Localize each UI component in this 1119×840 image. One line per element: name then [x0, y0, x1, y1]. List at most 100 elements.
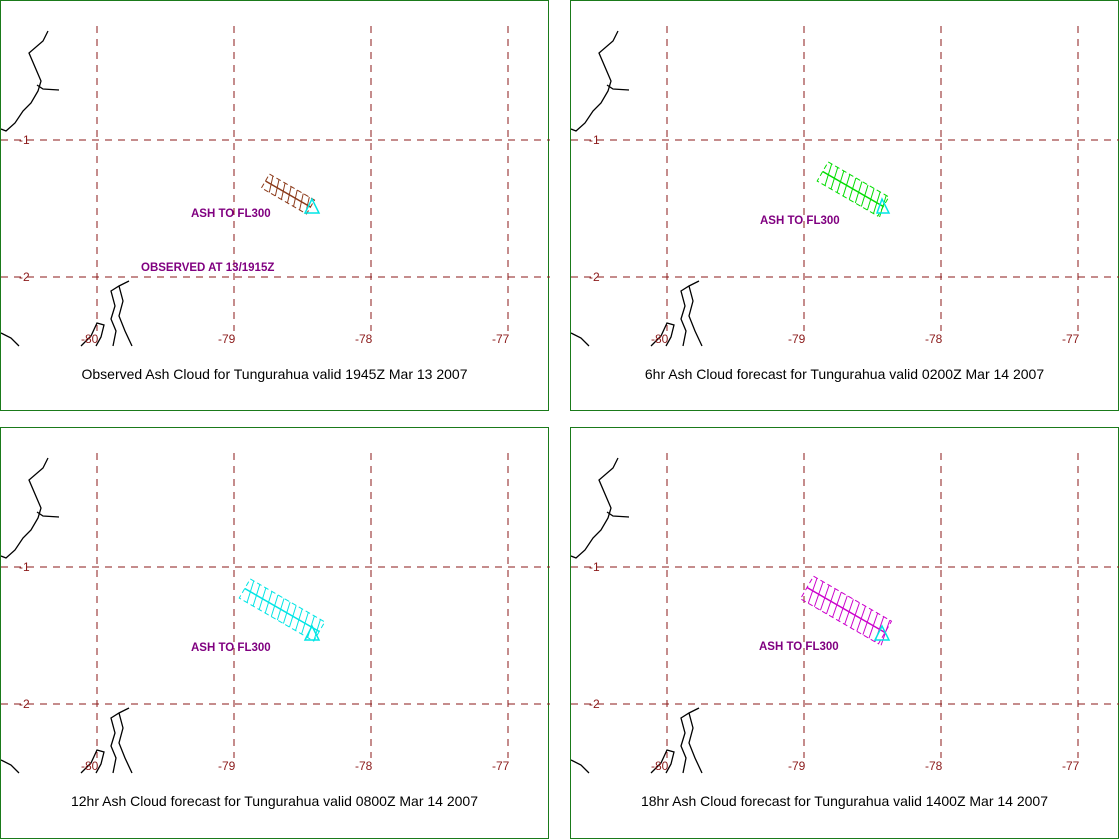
- map-panel-18hr: -1 -2 -80 -79 -78 -77 ASH TO FL300 18hr …: [570, 427, 1119, 839]
- panel-caption: 18hr Ash Cloud forecast for Tungurahua v…: [640, 793, 1049, 809]
- ash-cloud-hatch: [813, 581, 824, 607]
- ash-cloud-hatch: [819, 585, 830, 611]
- ash-cloud-hatch: [268, 175, 274, 193]
- lon-label-minus-77: -77: [1062, 759, 1080, 773]
- map-panel-observed: -1 -2 -80 -79 -78 -77 ASH TO FL300 OBSER…: [0, 0, 550, 411]
- ash-cloud-hatch: [313, 619, 321, 642]
- ash-cloud-hatch: [838, 595, 848, 621]
- lon-label-minus-80: -80: [651, 332, 669, 346]
- ash-cloud-hatch: [848, 177, 857, 200]
- lat-label-minus-1: -1: [19, 560, 30, 574]
- coastline-south: [110, 280, 133, 347]
- lon-label-minus-79: -79: [788, 332, 806, 346]
- ash-cloud-hatch: [826, 588, 836, 614]
- ash-cloud-hatch: [295, 608, 303, 631]
- ash-cloud-hatch: [301, 612, 309, 635]
- ash-cloud-axis: [244, 587, 320, 633]
- lat-label-minus-2: -2: [19, 270, 30, 284]
- coastline-north-spur: [606, 84, 630, 91]
- ash-cloud-hatch: [874, 616, 885, 642]
- coastline: [1, 30, 133, 347]
- lat-label-minus-1: -1: [19, 133, 30, 147]
- ash-cloud-hatch: [246, 580, 255, 603]
- coastline-north: [571, 457, 619, 559]
- coastline: [1, 457, 133, 774]
- coastline-south: [110, 707, 133, 774]
- ash-cloud-hatch: [860, 184, 869, 207]
- coastline-north: [571, 30, 619, 132]
- ash-cloud-axis: [806, 586, 886, 634]
- lat-label-minus-1: -1: [589, 133, 600, 147]
- ash-height-label: ASH TO FL300: [191, 642, 271, 654]
- lon-label-minus-79: -79: [788, 759, 806, 773]
- graticule: [1, 26, 550, 331]
- ash-cloud-hatch: [293, 189, 298, 207]
- lon-label-minus-79: -79: [218, 332, 236, 346]
- ash-cloud: [799, 575, 893, 646]
- panel-caption: 12hr Ash Cloud forecast for Tungurahua v…: [70, 793, 479, 809]
- coastline-north-spur: [36, 511, 60, 518]
- coastline-north-spur: [36, 84, 60, 91]
- ash-cloud-hatch: [824, 163, 833, 186]
- graticule: [1, 453, 550, 758]
- coastline-north: [1, 30, 49, 132]
- ash-cloud: [238, 578, 326, 642]
- ash-cloud-hatch: [854, 181, 863, 204]
- ash-cloud-axis: [265, 180, 311, 208]
- ash-height-label: ASH TO FL300: [191, 208, 271, 220]
- ash-cloud-hatch: [862, 609, 873, 635]
- ash-cloud-hatch: [868, 613, 879, 639]
- panel-caption: Observed Ash Cloud for Tungurahua valid …: [81, 366, 468, 382]
- graticule: [571, 26, 1119, 331]
- lat-label-minus-2: -2: [19, 697, 30, 711]
- coastline-south: [680, 280, 703, 347]
- coastline-southwest: [571, 759, 590, 774]
- ash-cloud: [816, 161, 890, 218]
- lon-label-minus-78: -78: [355, 332, 373, 346]
- lat-label-minus-1: -1: [589, 560, 600, 574]
- coastline-island: [650, 749, 675, 774]
- ash-map: -1 -2 -80 -79 -78 -77 ASH TO FL300: [571, 453, 1119, 774]
- coastline-island: [80, 749, 105, 774]
- lon-label-minus-80: -80: [81, 759, 99, 773]
- ash-cloud-hatch: [850, 602, 860, 628]
- graticule: [571, 453, 1119, 758]
- ash-cloud-hatch: [286, 186, 292, 204]
- lat-label-minus-2: -2: [589, 270, 600, 284]
- ash-cloud-hatch: [289, 605, 297, 628]
- coastline-north: [1, 457, 49, 559]
- panel-caption: 6hr Ash Cloud forecast for Tungurahua va…: [644, 366, 1045, 382]
- ash-cloud-hatch: [830, 167, 839, 190]
- ash-cloud-hatch: [866, 188, 875, 211]
- coastline-south: [680, 707, 703, 774]
- ash-cloud-hatch: [856, 606, 866, 632]
- coastline-island: [80, 322, 105, 347]
- lon-label-minus-78: -78: [355, 759, 373, 773]
- lon-label-minus-78: -78: [925, 759, 943, 773]
- ash-cloud-hatch: [879, 195, 887, 218]
- coastline-southwest: [1, 332, 20, 347]
- lat-label-minus-2: -2: [589, 697, 600, 711]
- volcano-marker-icon: [303, 197, 321, 214]
- ash-cloud-hatch: [299, 193, 304, 211]
- ash-cloud-hatch: [274, 179, 280, 197]
- ash-cloud-hatch: [280, 182, 286, 200]
- lon-label-minus-80: -80: [81, 332, 99, 346]
- ash-cloud-hatch: [842, 174, 851, 197]
- coastline-island: [650, 322, 675, 347]
- ash-cloud-hatch: [282, 601, 291, 624]
- lon-label-minus-77: -77: [492, 759, 510, 773]
- coastline-southwest: [571, 332, 590, 347]
- coastline-southwest: [1, 759, 20, 774]
- ash-cloud-hatch: [873, 191, 881, 214]
- map-panel-6hr: -1 -2 -80 -79 -78 -77 ASH TO FL300 6hr A…: [570, 0, 1119, 411]
- ash-map: -1 -2 -80 -79 -78 -77 ASH TO FL300: [571, 26, 1119, 347]
- volcano-marker-icon: [873, 624, 891, 641]
- ash-height-label: ASH TO FL300: [759, 641, 839, 653]
- coastline: [571, 30, 703, 347]
- ash-height-label: ASH TO FL300: [760, 215, 840, 227]
- ash-cloud-hatch: [832, 592, 842, 618]
- coastline: [571, 457, 703, 774]
- lon-label-minus-78: -78: [925, 332, 943, 346]
- map-panel-12hr: -1 -2 -80 -79 -78 -77 ASH TO FL300 12hr …: [0, 427, 550, 839]
